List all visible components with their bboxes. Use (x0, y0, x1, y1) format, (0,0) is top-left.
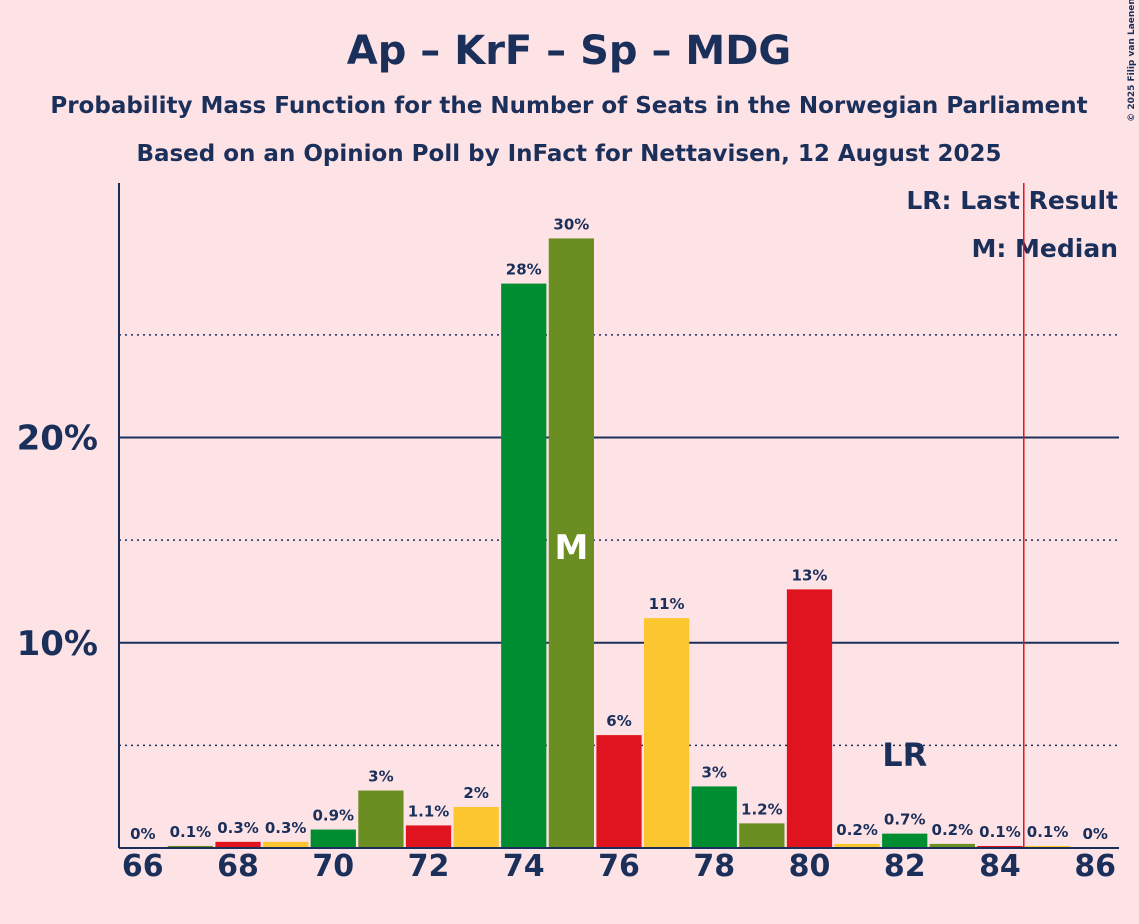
bar (739, 823, 785, 848)
bar (358, 790, 404, 848)
value-label: 0.3% (265, 819, 307, 837)
value-label: 30% (553, 215, 589, 233)
chart-title: Ap – KrF – Sp – MDG (347, 28, 791, 74)
bar (786, 589, 833, 848)
x-tick-label: 80 (789, 849, 831, 884)
legend-entry: LR: Last Result (906, 186, 1118, 215)
bar (453, 806, 499, 848)
x-tick-label: 68 (217, 849, 259, 884)
bar (882, 833, 928, 848)
bar (501, 283, 547, 848)
value-label: 28% (506, 261, 542, 279)
value-label: 1.2% (741, 800, 783, 818)
bar (977, 845, 1023, 848)
legend-entry: M: Median (971, 234, 1118, 263)
bar (834, 843, 880, 848)
value-label: 13% (792, 566, 828, 584)
value-label: 0.7% (884, 811, 926, 829)
x-tick-label: 74 (503, 849, 545, 884)
chart-subtitle: Based on an Opinion Poll by InFact for N… (136, 141, 1001, 167)
value-label: 3% (368, 768, 393, 786)
last-result-marker: LR (882, 736, 927, 774)
bar (263, 841, 309, 848)
x-tick-label: 70 (312, 849, 354, 884)
value-label: 6% (606, 712, 631, 730)
value-label: 0.1% (979, 823, 1021, 841)
y-tick-label: 20% (17, 419, 98, 459)
value-label: 3% (702, 763, 727, 781)
bar (167, 845, 214, 848)
x-tick-label: 84 (979, 849, 1021, 884)
value-label: 0.3% (217, 819, 259, 837)
value-label: 0% (130, 825, 155, 843)
x-tick-label: 78 (693, 849, 735, 884)
value-label: 0.9% (312, 807, 354, 825)
value-label: 1.1% (408, 802, 450, 820)
bar (405, 825, 452, 848)
chart-subtitle: Probability Mass Function for the Number… (50, 93, 1087, 119)
bar (929, 843, 975, 848)
value-label: 0% (1082, 825, 1107, 843)
value-label: 0.1% (1027, 823, 1069, 841)
bar (691, 786, 737, 848)
value-label: 11% (649, 595, 685, 613)
x-tick-label: 76 (598, 849, 640, 884)
bar (310, 829, 356, 848)
x-tick-label: 86 (1074, 849, 1116, 884)
value-label: 0.1% (170, 823, 212, 841)
median-marker: M (554, 528, 588, 568)
value-label: 2% (463, 784, 488, 802)
bar (1024, 845, 1071, 848)
x-tick-label: 66 (122, 849, 164, 884)
x-tick-label: 72 (408, 849, 450, 884)
bar (548, 238, 594, 848)
bar (215, 841, 261, 848)
value-label: 0.2% (836, 821, 878, 839)
y-tick-label: 10% (17, 624, 98, 664)
bar (644, 618, 690, 848)
copyright: © 2025 Filip van Laenen (1127, 0, 1137, 122)
bar (596, 735, 642, 848)
value-label: 0.2% (932, 821, 974, 839)
x-tick-label: 82 (884, 849, 926, 884)
